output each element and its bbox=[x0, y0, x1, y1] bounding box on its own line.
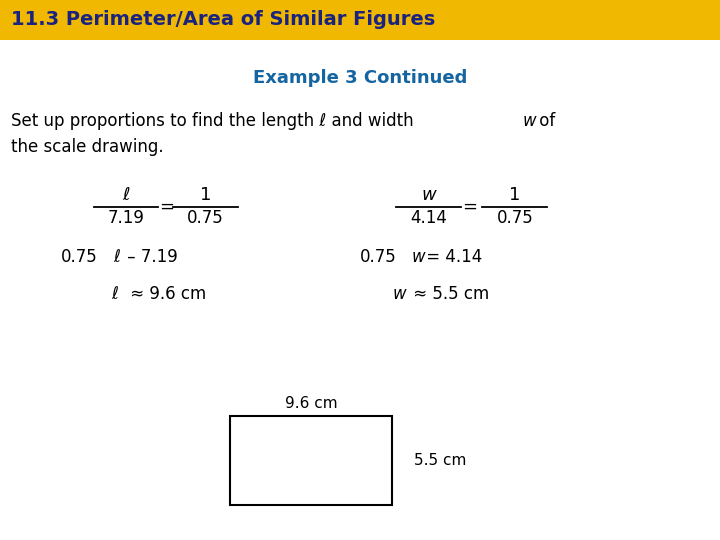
Text: 1: 1 bbox=[509, 186, 521, 205]
Text: 4.14: 4.14 bbox=[410, 209, 447, 227]
Text: 0.75: 0.75 bbox=[360, 247, 397, 266]
Text: w: w bbox=[392, 285, 406, 303]
Text: 0.75: 0.75 bbox=[186, 209, 224, 227]
Text: – 7.19: – 7.19 bbox=[122, 247, 178, 266]
Text: Example 3 Continued: Example 3 Continued bbox=[253, 69, 467, 87]
Text: = 4.14: = 4.14 bbox=[421, 247, 482, 266]
Bar bbox=[0, 0, 720, 40]
Text: ≈ 5.5 cm: ≈ 5.5 cm bbox=[408, 285, 490, 303]
Text: =: = bbox=[462, 198, 477, 216]
Text: the scale drawing.: the scale drawing. bbox=[11, 138, 163, 156]
Text: 0.75: 0.75 bbox=[496, 209, 534, 227]
Text: ℓ: ℓ bbox=[112, 285, 119, 303]
Text: w: w bbox=[421, 186, 436, 205]
Text: 11.3 Perimeter/Area of Similar Figures: 11.3 Perimeter/Area of Similar Figures bbox=[11, 10, 435, 30]
Text: 5.5 cm: 5.5 cm bbox=[414, 453, 467, 468]
Text: 7.19: 7.19 bbox=[107, 209, 145, 227]
Bar bbox=[230, 416, 392, 505]
Text: ≈ 9.6 cm: ≈ 9.6 cm bbox=[125, 285, 206, 303]
Text: 0.75: 0.75 bbox=[61, 247, 98, 266]
Text: =: = bbox=[160, 198, 174, 216]
Text: 9.6 cm: 9.6 cm bbox=[285, 396, 338, 411]
Text: ℓ: ℓ bbox=[122, 186, 130, 205]
Text: w: w bbox=[523, 112, 536, 131]
Text: 1: 1 bbox=[199, 186, 211, 205]
Text: of: of bbox=[534, 112, 556, 131]
Text: Set up proportions to find the length ℓ and width: Set up proportions to find the length ℓ … bbox=[11, 112, 418, 131]
Text: ℓ: ℓ bbox=[113, 247, 120, 266]
Text: w: w bbox=[412, 247, 426, 266]
